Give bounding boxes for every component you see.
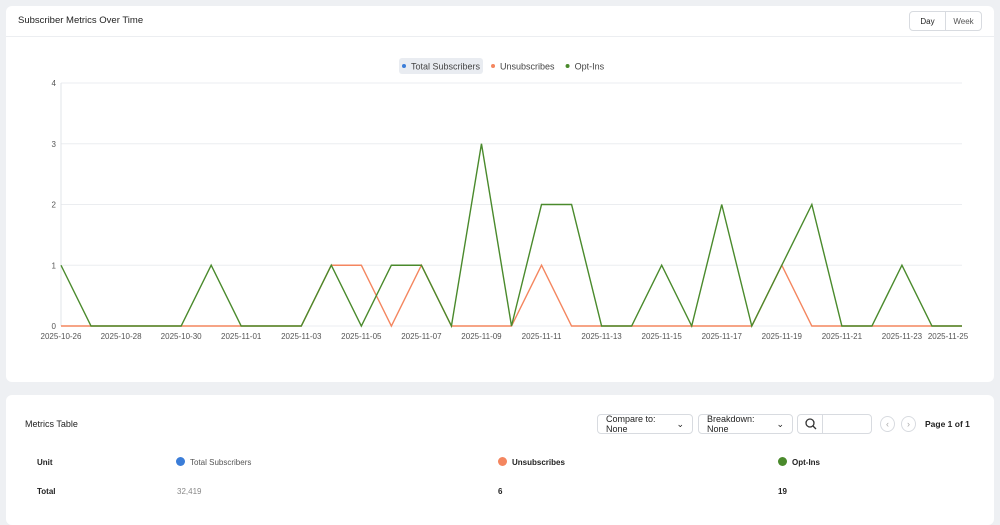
x-tick-label: 2025-11-11 [522,332,562,341]
column-label: Total Subscribers [190,458,252,467]
compare-dropdown[interactable]: Compare to: None ⌄ [597,414,693,434]
x-tick-label: 2025-11-09 [461,332,502,341]
cell: Total [37,487,56,496]
x-tick-label: 2025-11-13 [581,332,622,341]
x-tick-label: 2025-11-17 [702,332,743,341]
x-tick-label: 2025-11-03 [281,332,322,341]
toggle: Day Week [909,11,982,31]
pagination: Page 1 of 1 [925,419,970,429]
chart-title: Subscriber Metrics Over Time [18,15,144,26]
legend-marker [491,64,496,68]
y-tick-label: 1 [52,261,57,270]
legend-item: Opt-Ins [565,62,605,72]
legend-marker [402,64,406,68]
x-tick-label: 2025-10-30 [161,332,202,341]
x-tick-label: 2025-11-23 [882,332,923,341]
legend-marker [565,64,570,68]
y-tick-label: 0 [52,322,57,331]
legend-item: Total Subscribers [399,58,483,74]
table-title: Metrics Table [25,419,78,429]
cell: 6 [498,487,503,496]
day-toggle[interactable]: Day [910,12,946,30]
y-tick-label: 2 [52,201,57,210]
x-tick-label: 2025-11-01 [221,332,262,341]
y-tick-label: 4 [52,79,57,88]
column-header: Unit [37,458,53,467]
column-label: Unsubscribes [512,458,565,467]
x-tick-label: 2025-11-05 [341,332,382,341]
column-header: Unsubscribes [498,457,565,467]
compare-label: Compare to: None [606,414,656,434]
column-label: Opt-Ins [792,458,820,467]
legend-label: Opt-Ins [575,62,605,72]
next-page[interactable]: › [901,416,916,432]
x-tick-label: 2025-10-26 [41,332,82,341]
column-header: Total Subscribers [176,457,251,467]
x-tick-label: 2025-11-19 [762,332,803,341]
column-header: Opt-Ins [778,457,820,467]
series-line [60,143,962,329]
chart-card [6,6,994,382]
cell: 32,419 [177,487,202,496]
legend-highlight [399,58,483,74]
search-box[interactable] [797,414,872,434]
search-icon [805,418,817,430]
x-tick-label: 2025-11-21 [822,332,863,341]
y-tick-label: 3 [52,140,57,149]
divider [6,36,994,37]
x-tick-label: 2025-10-28 [101,332,142,341]
x-tick-label: 2025-11-07 [401,332,442,341]
legend-label: Unsubscribes [500,62,555,72]
legend-label: Total Subscribers [411,62,481,72]
week-toggle[interactable]: Week [953,16,974,26]
breakdown-label: Breakdown: None [707,414,755,434]
breakdown-dropdown[interactable]: Breakdown: None ⌄ [698,414,793,434]
x-tick-label: 2025-11-25 [928,332,969,341]
legend-item: Unsubscribes [491,62,555,72]
chart: 0 1 2 3 4 2025-10-26 2025-10-28 2025-10-30 2025-… [41,58,969,341]
x-tick-label: 2025-11-15 [642,332,683,341]
cell: 19 [778,487,787,496]
prev-page[interactable]: ‹ [880,416,895,432]
